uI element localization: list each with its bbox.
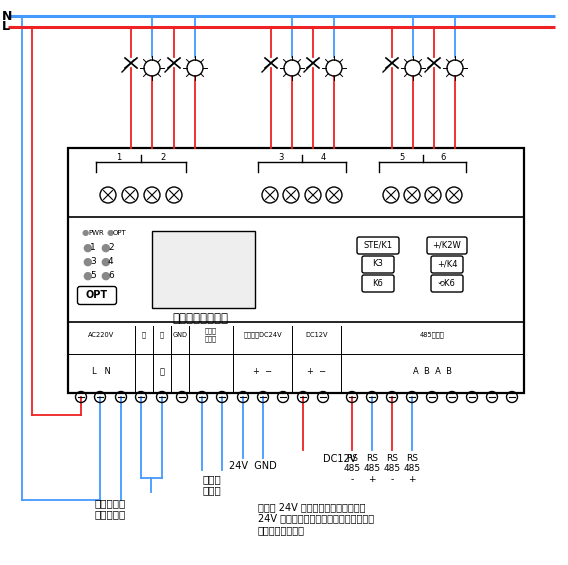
Text: +  −: + − (307, 367, 326, 376)
Text: ●: ● (82, 243, 92, 253)
Text: 异: 异 (142, 332, 146, 338)
Text: 485数据口: 485数据口 (420, 332, 445, 338)
Text: 3: 3 (278, 153, 283, 162)
Text: RS
485
-: RS 485 - (344, 454, 361, 484)
Text: DC12V: DC12V (305, 332, 328, 338)
Text: OPT: OPT (86, 290, 108, 300)
Text: +/K4: +/K4 (437, 259, 457, 268)
Text: N: N (2, 10, 12, 23)
Text: GND: GND (173, 332, 187, 338)
FancyBboxPatch shape (431, 256, 463, 273)
Text: RS
485
+: RS 485 + (403, 454, 420, 484)
Text: ●: ● (100, 271, 110, 281)
Text: 当消防 24V 输入时模块强启或强切，
24V 断开时模块恢复执行原状态（可选择
消防强启，强切）: 当消防 24V 输入时模块强启或强切， 24V 断开时模块恢复执行原状态（可选择… (258, 502, 374, 535)
Text: 5: 5 (90, 272, 96, 280)
Text: +  −: + − (253, 367, 272, 376)
Text: 24V  GND: 24V GND (229, 461, 277, 471)
Text: 智能照明时控模块: 智能照明时控模块 (172, 311, 228, 324)
Text: 5: 5 (399, 153, 404, 162)
Text: OPT: OPT (113, 230, 127, 236)
FancyBboxPatch shape (362, 275, 394, 292)
Text: RS
485
-: RS 485 - (383, 454, 400, 484)
Text: 1: 1 (116, 153, 122, 162)
Text: ●: ● (82, 271, 92, 281)
Text: ⟲K6: ⟲K6 (438, 279, 456, 288)
Text: K3: K3 (373, 259, 383, 268)
Text: 2: 2 (108, 244, 114, 253)
Text: L: L (2, 20, 10, 33)
Text: 消防反
馈导频: 消防反 馈导频 (205, 328, 217, 342)
Text: ●: ● (107, 228, 114, 237)
Text: 消防输入DC24V: 消防输入DC24V (243, 332, 282, 338)
Text: ●: ● (100, 243, 110, 253)
Text: L   N: L N (92, 367, 111, 376)
Text: ●: ● (82, 228, 89, 237)
Text: 常: 常 (160, 332, 164, 338)
Text: 6: 6 (108, 272, 114, 280)
Text: ⏚: ⏚ (160, 367, 165, 376)
Text: 2: 2 (160, 153, 166, 162)
Text: K6: K6 (373, 279, 383, 288)
Text: PWR: PWR (88, 230, 104, 236)
Text: 1: 1 (90, 244, 96, 253)
Text: RS
485
+: RS 485 + (364, 454, 381, 484)
Bar (68, 148, 524, 393)
Bar (152, 231, 255, 308)
Text: A  B  A  B: A B A B (413, 367, 452, 376)
Text: STE/K1: STE/K1 (364, 241, 392, 250)
FancyBboxPatch shape (362, 256, 394, 273)
FancyBboxPatch shape (431, 275, 463, 292)
Text: 4: 4 (108, 258, 114, 267)
Text: 4: 4 (321, 153, 326, 162)
Text: +/K2W: +/K2W (433, 241, 461, 250)
Text: 无源常
开触点: 无源常 开触点 (203, 474, 222, 496)
Text: 6: 6 (441, 153, 446, 162)
Text: ●: ● (100, 257, 110, 267)
Text: AC220V: AC220V (89, 332, 115, 338)
Text: DC12V: DC12V (323, 454, 356, 464)
FancyBboxPatch shape (357, 237, 399, 254)
FancyBboxPatch shape (77, 286, 116, 305)
Text: 3: 3 (90, 258, 96, 267)
Text: ●: ● (82, 257, 92, 267)
Text: 消防干接点
或外接总开: 消防干接点 或外接总开 (94, 498, 126, 520)
FancyBboxPatch shape (427, 237, 467, 254)
